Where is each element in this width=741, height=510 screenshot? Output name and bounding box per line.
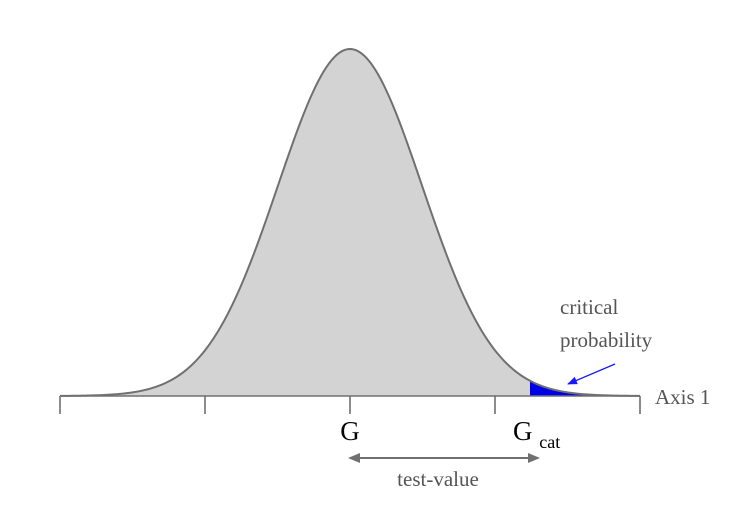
critical-probability-arrow (567, 363, 616, 385)
test-value-label: test-value (397, 467, 479, 491)
critical-probability-label: critical probability (560, 295, 653, 352)
distribution-curve-area (60, 49, 640, 396)
distribution-curve-outline (59, 47, 641, 397)
critical-g-subscript: cat (539, 432, 560, 452)
test-value-arrow (348, 453, 540, 463)
critical-probability-line1: critical (560, 295, 618, 319)
center-g-label: G (340, 416, 360, 446)
axis-ticks (59, 396, 641, 414)
critical-g-base: G (513, 416, 533, 446)
critical-g-label: G cat (513, 416, 560, 452)
axis-label: Axis 1 (655, 385, 710, 409)
critical-region-tail (530, 380, 640, 396)
critical-probability-line2: probability (560, 328, 653, 352)
